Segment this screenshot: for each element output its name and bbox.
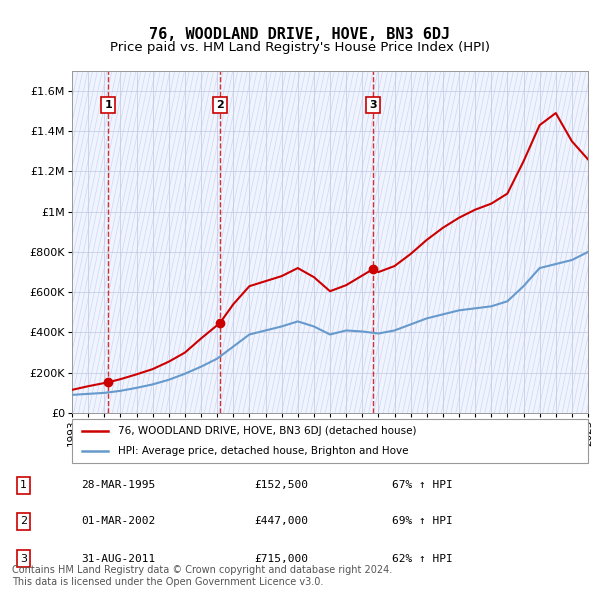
Text: 1: 1 (20, 480, 27, 490)
Text: 76, WOODLAND DRIVE, HOVE, BN3 6DJ (detached house): 76, WOODLAND DRIVE, HOVE, BN3 6DJ (detac… (118, 427, 417, 436)
Text: 2: 2 (216, 100, 224, 110)
Text: 62% ↑ HPI: 62% ↑ HPI (392, 553, 453, 563)
Text: 2: 2 (20, 516, 27, 526)
Text: Contains HM Land Registry data © Crown copyright and database right 2024.
This d: Contains HM Land Registry data © Crown c… (12, 565, 392, 587)
Text: £152,500: £152,500 (254, 480, 308, 490)
Text: 28-MAR-1995: 28-MAR-1995 (81, 480, 155, 490)
Text: 67% ↑ HPI: 67% ↑ HPI (392, 480, 453, 490)
Text: 01-MAR-2002: 01-MAR-2002 (81, 516, 155, 526)
Text: 69% ↑ HPI: 69% ↑ HPI (392, 516, 453, 526)
FancyBboxPatch shape (72, 71, 588, 413)
Text: 3: 3 (369, 100, 377, 110)
FancyBboxPatch shape (72, 419, 588, 463)
Text: 31-AUG-2011: 31-AUG-2011 (81, 553, 155, 563)
Text: £447,000: £447,000 (254, 516, 308, 526)
Text: 1: 1 (104, 100, 112, 110)
Text: Price paid vs. HM Land Registry's House Price Index (HPI): Price paid vs. HM Land Registry's House … (110, 41, 490, 54)
Text: 76, WOODLAND DRIVE, HOVE, BN3 6DJ: 76, WOODLAND DRIVE, HOVE, BN3 6DJ (149, 27, 451, 41)
Text: £715,000: £715,000 (254, 553, 308, 563)
Text: HPI: Average price, detached house, Brighton and Hove: HPI: Average price, detached house, Brig… (118, 446, 409, 455)
Text: 3: 3 (20, 553, 27, 563)
